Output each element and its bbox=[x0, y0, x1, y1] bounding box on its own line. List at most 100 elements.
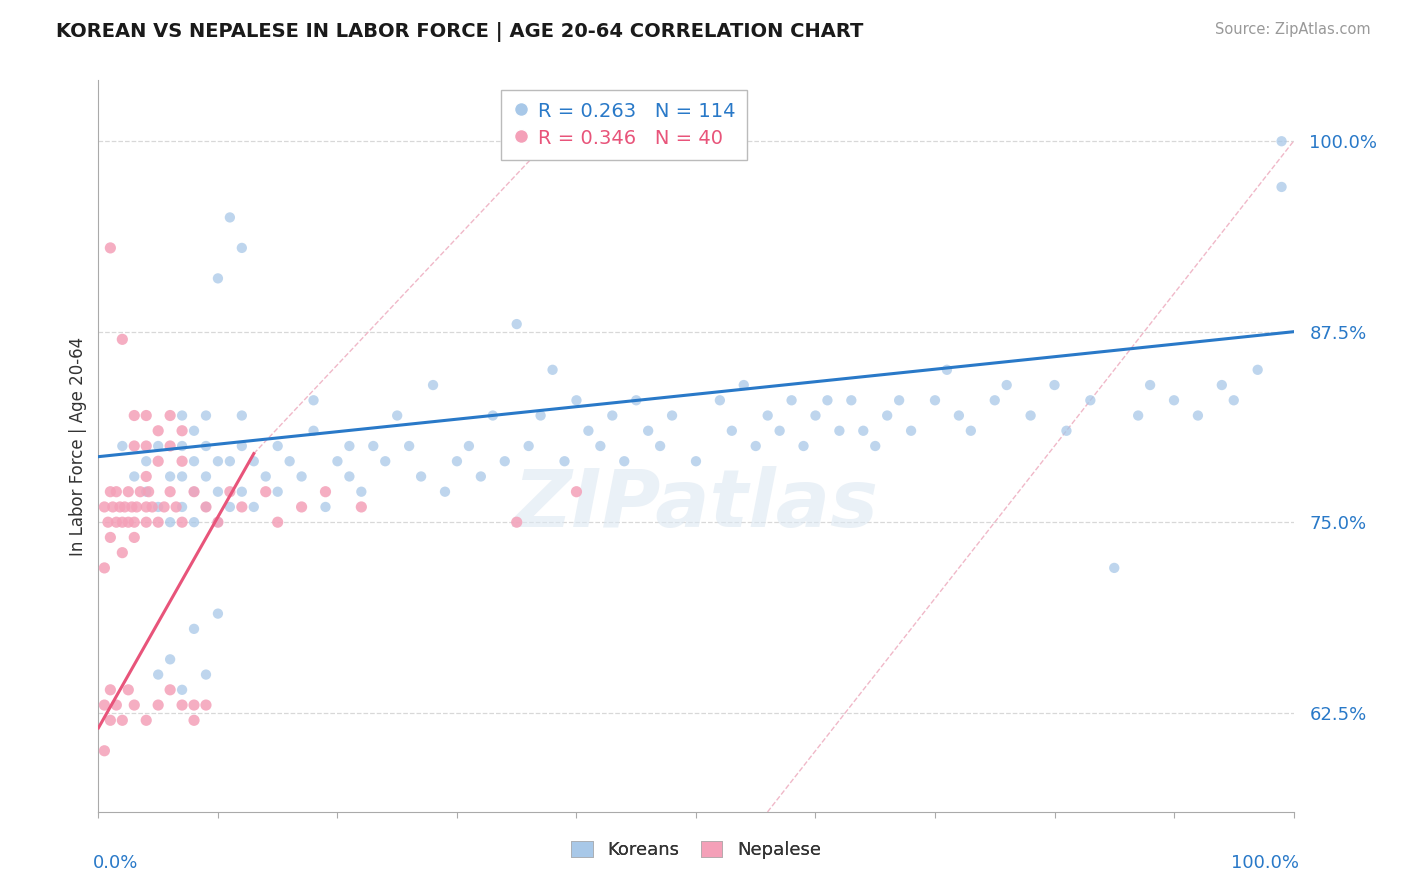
Point bbox=[446, 454, 468, 468]
Point bbox=[231, 439, 253, 453]
Point bbox=[350, 484, 373, 499]
Point bbox=[111, 714, 134, 728]
Text: KOREAN VS NEPALESE IN LABOR FORCE | AGE 20-64 CORRELATION CHART: KOREAN VS NEPALESE IN LABOR FORCE | AGE … bbox=[56, 22, 863, 42]
Point bbox=[804, 409, 827, 423]
Point bbox=[111, 546, 134, 560]
Point bbox=[828, 424, 851, 438]
Point bbox=[231, 500, 253, 514]
Point bbox=[780, 393, 803, 408]
Point bbox=[124, 469, 146, 483]
Point bbox=[481, 409, 505, 423]
Point bbox=[709, 393, 731, 408]
Point bbox=[602, 409, 624, 423]
Point bbox=[195, 469, 218, 483]
Point bbox=[363, 439, 385, 453]
Point bbox=[148, 515, 170, 529]
Point bbox=[183, 622, 205, 636]
Point bbox=[231, 241, 253, 255]
Point bbox=[278, 454, 301, 468]
Point bbox=[876, 409, 898, 423]
Point bbox=[159, 515, 181, 529]
Point bbox=[138, 484, 160, 499]
Point bbox=[494, 454, 516, 468]
Point bbox=[267, 484, 290, 499]
Point bbox=[254, 469, 277, 483]
Y-axis label: In Labor Force | Age 20-64: In Labor Force | Age 20-64 bbox=[69, 336, 87, 556]
Point bbox=[648, 439, 672, 453]
Point bbox=[183, 424, 205, 438]
Point bbox=[1056, 424, 1078, 438]
Point bbox=[98, 484, 122, 499]
Text: ZIPatlas: ZIPatlas bbox=[513, 466, 879, 543]
Point bbox=[108, 500, 131, 514]
Point bbox=[243, 500, 266, 514]
Point bbox=[98, 241, 122, 255]
Point bbox=[135, 484, 157, 499]
Point bbox=[105, 698, 128, 712]
Point bbox=[195, 500, 218, 514]
Point bbox=[302, 393, 325, 408]
Point bbox=[135, 409, 157, 423]
Point bbox=[398, 439, 420, 453]
Point bbox=[135, 500, 157, 514]
Point bbox=[1080, 393, 1102, 408]
Point bbox=[219, 484, 242, 499]
Point bbox=[93, 500, 115, 514]
Point bbox=[1128, 409, 1150, 423]
Point bbox=[148, 500, 170, 514]
Point bbox=[326, 454, 349, 468]
Point bbox=[733, 378, 755, 392]
Point bbox=[183, 515, 205, 529]
Point bbox=[1223, 393, 1246, 408]
Point bbox=[97, 515, 120, 529]
Point bbox=[302, 424, 325, 438]
Point bbox=[530, 409, 553, 423]
Point bbox=[135, 714, 157, 728]
Point bbox=[159, 682, 181, 697]
Point bbox=[111, 332, 134, 346]
Point bbox=[98, 531, 122, 545]
Point bbox=[172, 500, 194, 514]
Point bbox=[207, 454, 229, 468]
Point bbox=[165, 500, 187, 514]
Point bbox=[960, 424, 983, 438]
Point bbox=[172, 454, 194, 468]
Point bbox=[434, 484, 457, 499]
Point bbox=[793, 439, 815, 453]
Point bbox=[1211, 378, 1233, 392]
Point bbox=[195, 409, 218, 423]
Point bbox=[121, 500, 143, 514]
Point bbox=[117, 682, 139, 697]
Point bbox=[135, 515, 157, 529]
Point bbox=[172, 439, 194, 453]
Point bbox=[207, 515, 229, 529]
Point bbox=[135, 469, 157, 483]
Point bbox=[685, 454, 707, 468]
Point bbox=[995, 378, 1018, 392]
Point bbox=[613, 454, 636, 468]
Point bbox=[183, 714, 205, 728]
Point bbox=[578, 424, 600, 438]
Point bbox=[111, 515, 134, 529]
Text: Source: ZipAtlas.com: Source: ZipAtlas.com bbox=[1215, 22, 1371, 37]
Point bbox=[1163, 393, 1185, 408]
Point bbox=[172, 409, 194, 423]
Point bbox=[565, 484, 588, 499]
Point bbox=[936, 363, 959, 377]
Point bbox=[111, 439, 134, 453]
Point bbox=[219, 211, 242, 225]
Point bbox=[924, 393, 946, 408]
Point bbox=[637, 424, 659, 438]
Point bbox=[148, 667, 170, 681]
Point bbox=[207, 515, 229, 529]
Point bbox=[411, 469, 433, 483]
Point bbox=[291, 469, 314, 483]
Point bbox=[756, 409, 779, 423]
Point bbox=[159, 484, 181, 499]
Point bbox=[105, 484, 128, 499]
Point bbox=[1043, 378, 1066, 392]
Legend: Koreans, Nepalese: Koreans, Nepalese bbox=[562, 832, 830, 869]
Point bbox=[254, 484, 277, 499]
Point bbox=[101, 500, 124, 514]
Point bbox=[159, 439, 181, 453]
